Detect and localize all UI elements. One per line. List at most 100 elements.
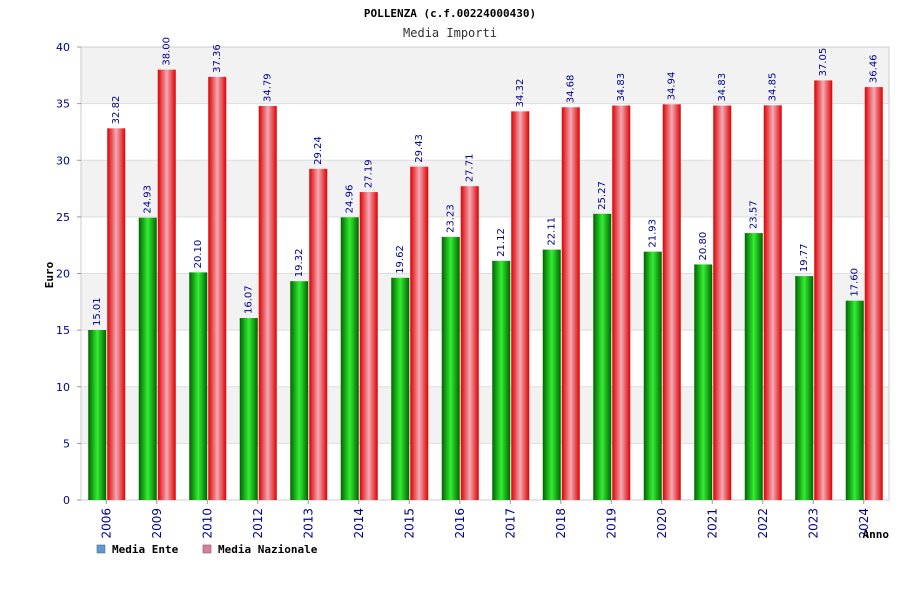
y-tick-label: 0 bbox=[63, 494, 70, 507]
label-media-nazionale: 27.19 bbox=[364, 159, 375, 188]
bar-media-nazionale bbox=[157, 69, 176, 501]
bar-media-nazionale bbox=[258, 106, 277, 501]
x-axis-label: Anno bbox=[863, 528, 890, 541]
bar-media-ente bbox=[643, 251, 662, 500]
y-axis-ticks: 0 5 10 15 20 25 30 35 40 bbox=[56, 41, 81, 507]
label-media-ente: 25.27 bbox=[597, 181, 608, 210]
y-axis-label: Euro bbox=[43, 261, 56, 288]
legend-item-label: Media Ente bbox=[112, 543, 179, 556]
bar-media-nazionale bbox=[107, 128, 126, 500]
x-tick-label: 2010 bbox=[200, 508, 214, 539]
y-tick-label: 15 bbox=[56, 324, 70, 337]
y-tick-label: 20 bbox=[56, 268, 70, 281]
x-tick-label: 2018 bbox=[554, 508, 568, 539]
bars-group: 15.01 32.82 24.93 38.00 20.10 37.36 16.07 34.79… bbox=[88, 37, 883, 501]
x-tick-label: 2013 bbox=[301, 508, 315, 539]
x-tick-label: 2023 bbox=[806, 508, 820, 539]
bar-media-ente bbox=[189, 272, 208, 500]
label-media-nazionale: 32.82 bbox=[111, 96, 122, 125]
bar-media-ente bbox=[593, 213, 612, 500]
y-tick-label: 30 bbox=[56, 154, 70, 167]
label-media-nazionale: 34.68 bbox=[566, 75, 577, 104]
bar-media-nazionale bbox=[410, 166, 429, 500]
bar-media-nazionale bbox=[763, 105, 782, 500]
bar-media-ente bbox=[138, 217, 157, 500]
y-tick-label: 40 bbox=[56, 41, 70, 54]
label-media-ente: 24.96 bbox=[345, 185, 356, 214]
bar-media-ente bbox=[744, 233, 763, 500]
label-media-nazionale: 34.83 bbox=[717, 73, 728, 102]
label-media-nazionale: 34.79 bbox=[263, 73, 274, 102]
legend-swatch bbox=[202, 544, 212, 554]
label-media-nazionale: 38.00 bbox=[162, 37, 173, 66]
label-media-nazionale: 29.43 bbox=[414, 134, 425, 163]
label-media-ente: 19.32 bbox=[294, 249, 305, 278]
label-media-nazionale: 34.32 bbox=[515, 79, 526, 108]
x-tick-label: 2021 bbox=[705, 508, 719, 539]
bar-media-nazionale bbox=[864, 87, 883, 500]
bar-media-ente bbox=[239, 318, 258, 500]
bar-media-nazionale bbox=[814, 80, 833, 500]
x-tick-label: 2022 bbox=[756, 508, 770, 539]
label-media-nazionale: 37.36 bbox=[212, 44, 223, 73]
x-tick-label: 2016 bbox=[453, 508, 467, 539]
label-media-ente: 21.12 bbox=[496, 228, 507, 257]
label-media-ente: 22.11 bbox=[547, 217, 558, 246]
label-media-ente: 15.01 bbox=[92, 297, 103, 326]
label-media-nazionale: 34.94 bbox=[667, 72, 678, 101]
label-media-ente: 20.80 bbox=[698, 232, 709, 261]
label-media-nazionale: 36.46 bbox=[869, 54, 880, 83]
label-media-ente: 20.10 bbox=[193, 240, 204, 269]
bar-media-ente bbox=[290, 281, 309, 500]
bar-media-nazionale bbox=[359, 192, 378, 501]
bar-media-ente bbox=[391, 277, 410, 500]
bar-media-ente bbox=[340, 217, 359, 500]
label-media-nazionale: 27.71 bbox=[465, 154, 476, 183]
bar-media-nazionale bbox=[713, 105, 732, 501]
x-tick-label: 2017 bbox=[503, 508, 517, 539]
x-tick-label: 2014 bbox=[352, 508, 366, 539]
bar-media-ente bbox=[845, 300, 864, 500]
x-axis-ticks: 2006 2009 2010 2012 2013 2014 2015 2016 2017 2018… bbox=[99, 500, 871, 539]
label-media-nazionale: 29.24 bbox=[313, 136, 324, 165]
bar-media-ente bbox=[694, 264, 713, 500]
bar-media-ente bbox=[88, 330, 107, 500]
bar-media-ente bbox=[492, 260, 511, 500]
chart-subtitle: Media Importi bbox=[403, 26, 497, 40]
label-media-ente: 21.93 bbox=[648, 219, 659, 248]
label-media-ente: 19.62 bbox=[395, 245, 406, 274]
chart-title: POLLENZA (c.f.00224000430) bbox=[364, 7, 536, 20]
label-media-ente: 24.93 bbox=[143, 185, 154, 214]
bar-media-nazionale bbox=[662, 104, 681, 500]
x-tick-label: 2024 bbox=[857, 508, 871, 539]
label-media-nazionale: 37.05 bbox=[818, 48, 829, 77]
bar-media-ente bbox=[441, 236, 460, 500]
label-media-nazionale: 34.85 bbox=[768, 73, 779, 102]
y-tick-label: 10 bbox=[56, 381, 70, 394]
bar-media-nazionale bbox=[561, 107, 580, 501]
y-tick-label: 35 bbox=[56, 98, 70, 111]
x-tick-label: 2015 bbox=[402, 508, 416, 539]
bar-media-nazionale bbox=[309, 168, 328, 500]
bar-media-ente bbox=[542, 249, 561, 500]
legend: Media Ente Media Nazionale bbox=[96, 543, 318, 556]
label-media-nazionale: 34.83 bbox=[616, 73, 627, 102]
y-tick-label: 25 bbox=[56, 211, 70, 224]
bar-media-nazionale bbox=[612, 105, 631, 501]
bar-media-nazionale bbox=[511, 111, 530, 501]
label-media-ente: 19.77 bbox=[799, 243, 810, 272]
label-media-ente: 23.57 bbox=[749, 200, 760, 229]
x-tick-label: 2009 bbox=[150, 508, 164, 539]
x-tick-label: 2012 bbox=[251, 508, 265, 539]
y-tick-label: 5 bbox=[63, 437, 70, 450]
bar-media-nazionale bbox=[460, 186, 479, 500]
legend-item-label: Media Nazionale bbox=[218, 543, 318, 556]
x-tick-label: 2006 bbox=[99, 508, 113, 539]
label-media-ente: 23.23 bbox=[446, 204, 457, 233]
label-media-ente: 16.07 bbox=[244, 285, 255, 314]
x-tick-label: 2020 bbox=[655, 508, 669, 539]
bar-media-nazionale bbox=[208, 76, 227, 500]
bar-media-ente bbox=[795, 276, 814, 500]
x-tick-label: 2019 bbox=[604, 508, 618, 539]
label-media-ente: 17.60 bbox=[850, 268, 861, 297]
